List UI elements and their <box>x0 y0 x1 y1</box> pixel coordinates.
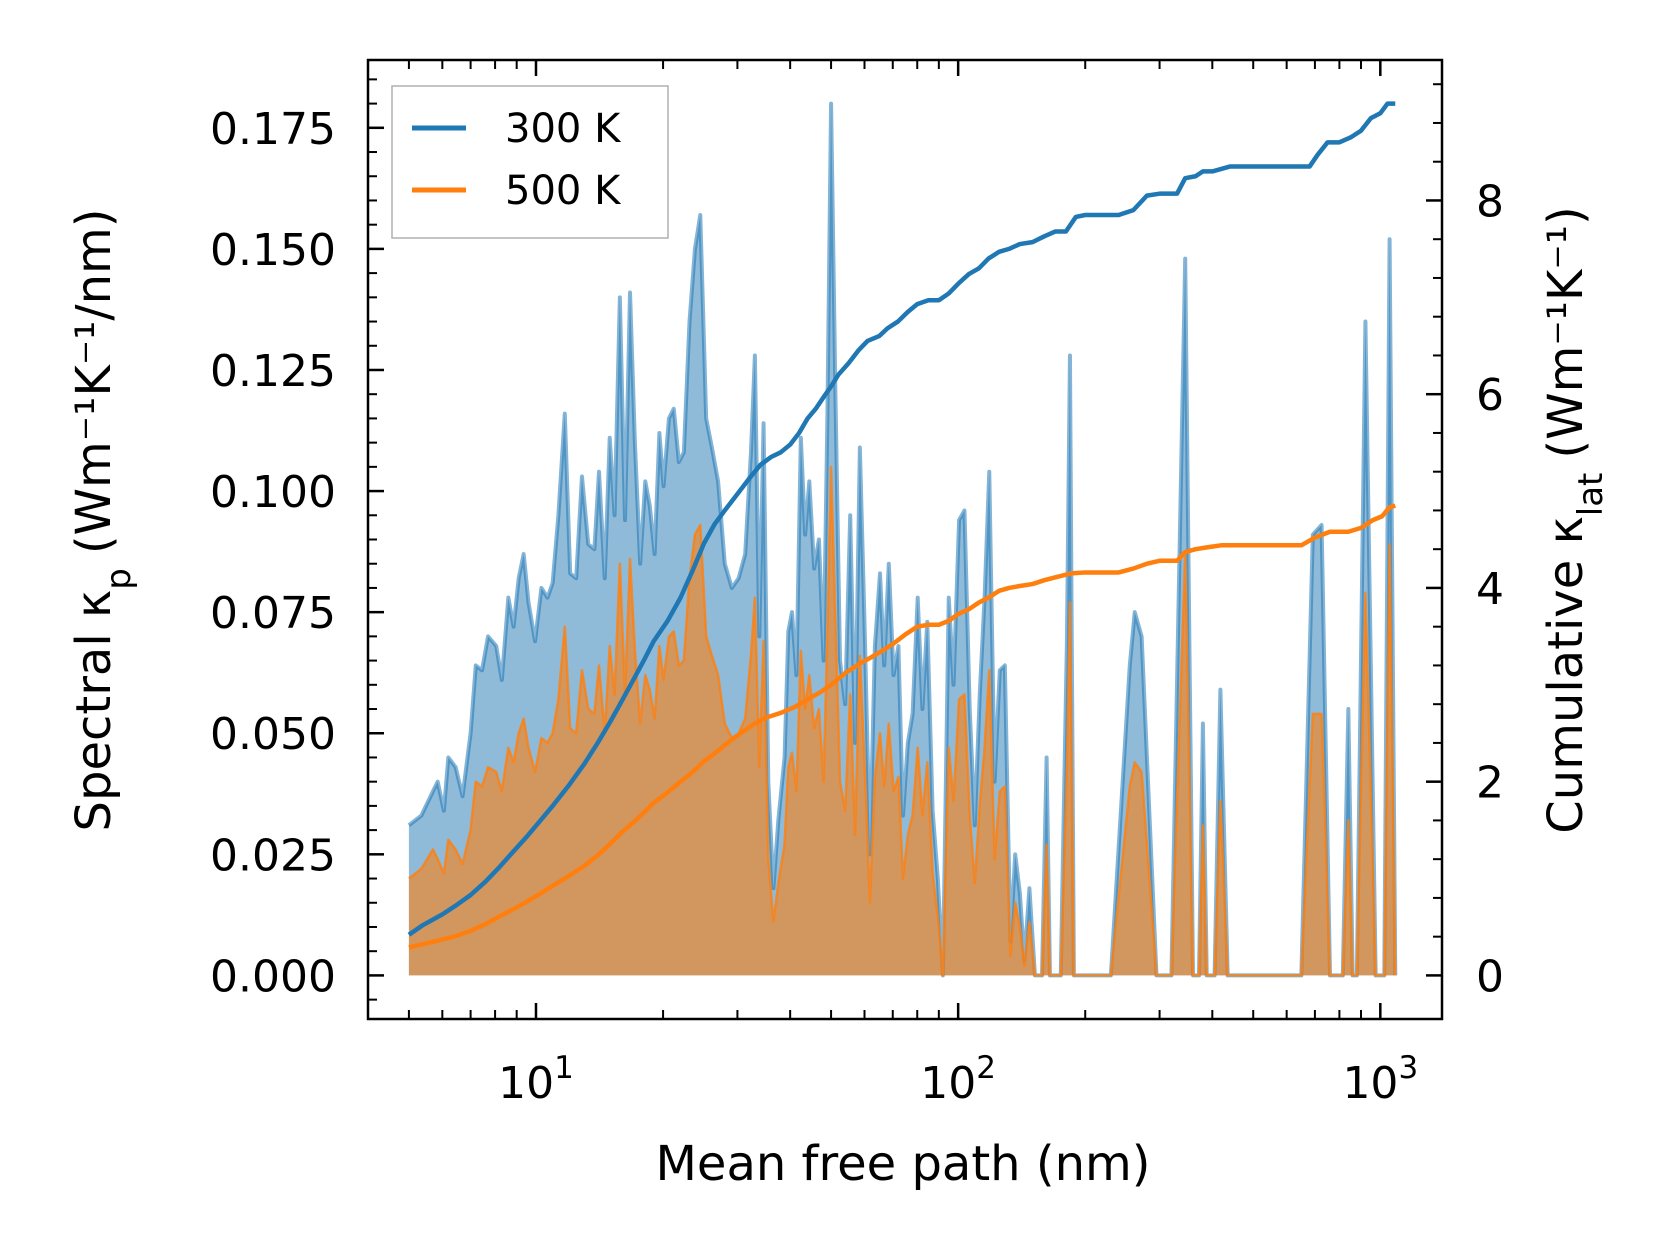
x-tick-label: 103 <box>1342 1050 1418 1109</box>
y-left-axis-title: Spectral κp(Wm⁻¹K⁻¹/nm) <box>66 209 139 832</box>
y-left-tick-label: 0.150 <box>210 225 336 276</box>
spectral-area-500k <box>408 466 1396 976</box>
y-right-tick-label: 2 <box>1476 758 1504 809</box>
series-layer <box>407 101 1398 978</box>
cumulative-line-300k <box>407 101 1396 937</box>
x-tick-label: 102 <box>920 1050 996 1109</box>
y-right-tick-label: 0 <box>1476 951 1504 1002</box>
y-left-tick-label: 0.175 <box>210 104 336 155</box>
cumulative-line-500k <box>408 503 1396 950</box>
y-right-tick-label: 8 <box>1476 176 1504 227</box>
legend-frame <box>391 85 669 239</box>
y-left-tick-label: 0.100 <box>210 467 336 518</box>
y-left-tick-label: 0.050 <box>210 709 336 760</box>
y-left-tick-label: 0.075 <box>210 588 336 639</box>
axes-layer: 101 102 103 0.000 0.025 0.050 0.075 0.100 0.125 0… <box>210 58 1504 1109</box>
spectral-line-300k <box>407 101 1398 978</box>
y-right-tick-label: 4 <box>1476 564 1504 615</box>
y-left-tick-label: 0.000 <box>210 951 336 1002</box>
legend-label-500k: 500 K <box>505 168 622 214</box>
x-axis-title: Mean free path (nm) <box>656 1136 1151 1192</box>
y-right-tick-label: 6 <box>1476 370 1504 421</box>
y-left-tick-label: 0.025 <box>210 830 336 881</box>
y-left-tick-label: 0.125 <box>210 346 336 397</box>
legend-label-300k: 300 K <box>505 106 622 152</box>
legend: 300 K 500 K <box>391 85 669 239</box>
spectral-line-500k <box>408 465 1397 977</box>
y-right-axis-title: Cumulative κlat(Wm⁻¹K⁻¹) <box>1538 206 1611 833</box>
x-tick-label: 101 <box>498 1050 574 1109</box>
